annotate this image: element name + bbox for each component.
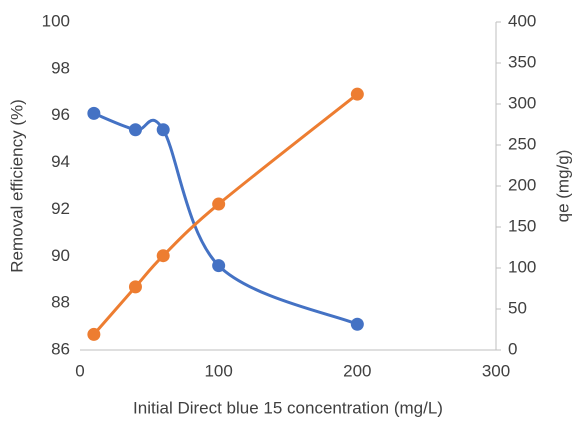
y2-tick-label: 0	[508, 339, 517, 358]
y-tick-label: 90	[51, 246, 70, 265]
y-tick-label: 98	[51, 58, 70, 77]
marker	[156, 123, 170, 137]
y2-axis-label: qe (mg/g)	[553, 150, 572, 223]
x-tick-label: 0	[75, 361, 84, 380]
marker	[87, 106, 101, 120]
y-tick-label: 88	[51, 293, 70, 312]
x-axis-label: Initial Direct blue 15 concentration (mg…	[133, 398, 443, 417]
y2-tick-label: 250	[508, 134, 536, 153]
y2-tick-label: 350	[508, 52, 536, 71]
marker	[212, 197, 226, 211]
marker	[87, 327, 101, 341]
marker	[156, 249, 170, 263]
series-line	[92, 92, 359, 336]
y-tick-label: 100	[42, 11, 70, 30]
y-tick-label: 86	[51, 339, 70, 358]
marker	[128, 123, 142, 137]
x-tick-label: 200	[343, 361, 371, 380]
y-tick-label: 92	[51, 199, 70, 218]
y-axis-label: Removal efficiency (%)	[7, 99, 26, 273]
y-tick-label: 94	[51, 152, 70, 171]
marker	[350, 317, 364, 331]
x-tick-label: 300	[482, 361, 510, 380]
marker	[350, 87, 364, 101]
y2-tick-label: 150	[508, 216, 536, 235]
y2-tick-label: 400	[508, 11, 536, 30]
y2-tick-label: 300	[508, 93, 536, 112]
x-tick-label: 100	[204, 361, 232, 380]
y2-tick-label: 100	[508, 257, 536, 276]
y2-tick-label: 200	[508, 175, 536, 194]
y-tick-label: 96	[51, 105, 70, 124]
y2-tick-label: 50	[508, 298, 527, 317]
marker	[128, 280, 142, 294]
marker	[212, 259, 226, 273]
